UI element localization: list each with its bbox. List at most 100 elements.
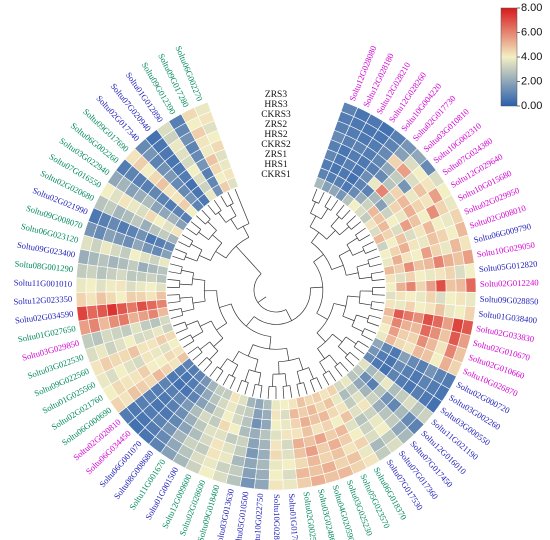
heat-cell <box>405 281 417 292</box>
dendrogram-branch <box>352 249 365 256</box>
dendrogram-branch <box>336 204 345 215</box>
dendrogram-branch <box>346 237 358 245</box>
dendrogram-branch <box>328 370 337 382</box>
dendrogram-branch <box>258 372 262 386</box>
dendrogram-arc <box>282 385 291 387</box>
dendrogram-branch <box>309 380 315 393</box>
dendrogram-arc <box>367 259 371 267</box>
heat-cell <box>106 303 119 317</box>
sample-ring-label: HRS3 <box>264 100 287 110</box>
dendrogram-arc <box>208 230 217 240</box>
dendrogram-branch <box>244 369 250 382</box>
heat-cell <box>423 302 436 316</box>
gene-label: Soltu01G038400 <box>478 308 538 325</box>
dendrogram-branch <box>167 279 180 281</box>
gene-label: Soltu09G023400 <box>16 240 76 260</box>
dendrogram-arc <box>353 340 359 347</box>
heat-cell <box>95 278 107 293</box>
dendrogram-arc <box>253 287 311 325</box>
heat-cell <box>434 266 446 281</box>
heat-cell <box>155 290 167 301</box>
heat-cell <box>281 448 295 461</box>
dendrogram-branch <box>334 366 343 377</box>
heat-cell <box>155 282 167 292</box>
dendrogram-branch <box>357 340 369 348</box>
dendrogram-branch <box>192 278 205 281</box>
heat-cell <box>455 291 467 307</box>
heat-cell <box>395 291 407 302</box>
dendrogram-branch <box>367 255 380 261</box>
heat-cell <box>281 458 296 471</box>
dendrogram-branch <box>203 362 213 372</box>
dendrogram-branch <box>324 195 332 207</box>
dendrogram-branch <box>289 385 293 398</box>
dendrogram-branch <box>199 320 212 327</box>
heat-cell <box>125 291 137 303</box>
dendrogram-branch <box>347 295 360 298</box>
dendrogram-branch <box>222 374 230 386</box>
heat-cell <box>135 291 147 303</box>
heat-cell <box>395 281 407 292</box>
dendrogram-branch <box>345 336 357 345</box>
dendrogram-arc <box>216 290 228 324</box>
dendrogram-branch <box>296 371 301 384</box>
dendrogram-branch <box>311 232 320 243</box>
dendrogram-arc <box>197 346 203 353</box>
dendrogram-branch <box>187 346 199 355</box>
heat-cell <box>405 291 417 303</box>
heat-cell <box>76 262 89 279</box>
heat-cell <box>270 429 282 441</box>
gene-label: Soltu09G028850 <box>480 294 539 307</box>
heat-cell <box>85 291 97 307</box>
dendrogram-branch <box>359 276 372 280</box>
sample-ring-label: CKRS1 <box>261 170 291 180</box>
dendrogram-branch <box>332 333 343 343</box>
dendrogram-branch <box>197 357 208 367</box>
colorbar-tick-label: 4.00 <box>521 51 542 63</box>
dendrogram-branch <box>338 249 351 257</box>
dendrogram-branch <box>330 216 340 227</box>
heat-cell <box>415 280 427 293</box>
heat-cell <box>445 291 457 306</box>
dendrogram-branch <box>191 331 204 339</box>
dendrogram-arc <box>197 320 204 332</box>
heat-cell <box>136 300 148 313</box>
dendrogram-branch <box>317 348 325 359</box>
heat-cell <box>253 478 270 491</box>
dendrogram-arc <box>230 303 271 337</box>
dendrogram-arc <box>183 253 187 261</box>
gene-label: Soltu10G028990 <box>272 494 282 540</box>
colorbar-tick-label: 8.00 <box>521 2 542 14</box>
dendrogram-branch <box>310 201 316 214</box>
dendrogram-arc <box>316 303 335 334</box>
gene-label: Soltu02G012240 <box>480 277 539 288</box>
dendrogram-branch <box>341 209 351 220</box>
dendrogram-arc <box>211 320 224 339</box>
dendrogram-branch <box>318 192 325 204</box>
heat-cell <box>444 265 456 280</box>
dendrogram-branch <box>175 328 188 334</box>
dendrogram-branch <box>351 221 362 230</box>
dendrogram-branch <box>219 303 232 308</box>
heat-cell <box>413 301 426 314</box>
dendrogram-branch <box>179 296 193 299</box>
dendrogram-arc <box>297 367 309 372</box>
heat-cell <box>96 303 109 319</box>
heat-cell <box>385 290 397 301</box>
heat-cell <box>145 291 157 302</box>
dendrogram-root <box>257 296 267 303</box>
dendrogram-branch <box>333 303 346 307</box>
dendrogram-arc <box>205 218 211 225</box>
dendrogram-branch <box>372 294 385 296</box>
heat-cell <box>75 291 87 308</box>
heat-cell <box>454 264 466 280</box>
heat-cell <box>268 479 284 491</box>
heat-cell <box>443 303 456 319</box>
dendrogram-branch <box>220 195 228 207</box>
dendrogram-branch <box>284 373 287 387</box>
dendrogram-branch <box>168 308 182 312</box>
gene-label: Soltu11G001010 <box>14 277 73 288</box>
heat-cell <box>433 303 446 317</box>
colorbar-tick-label: 6.00 <box>521 26 542 38</box>
